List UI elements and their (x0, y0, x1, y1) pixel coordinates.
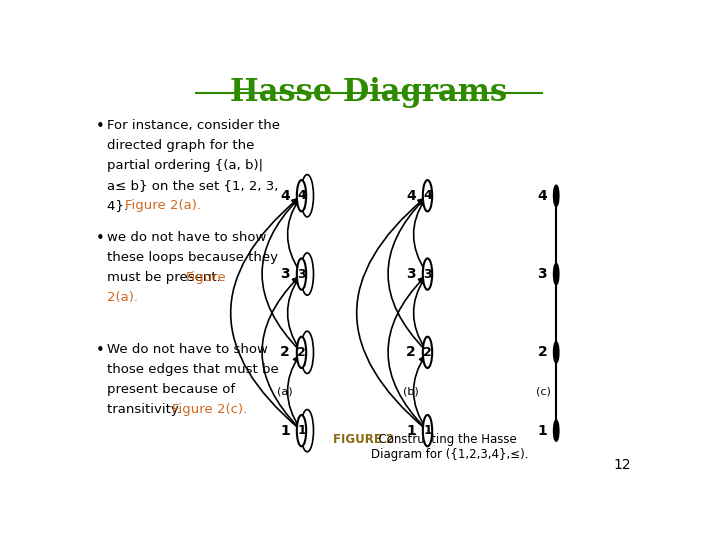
Circle shape (297, 180, 306, 212)
Text: 2(a).: 2(a). (107, 291, 138, 304)
Text: 3: 3 (423, 267, 432, 281)
Text: (b): (b) (403, 387, 419, 396)
Text: •: • (96, 343, 104, 359)
Circle shape (423, 258, 432, 289)
Text: 3: 3 (297, 267, 306, 281)
Text: FIGURE 2: FIGURE 2 (333, 433, 394, 446)
Text: For instance, consider the: For instance, consider the (107, 119, 280, 132)
Text: 4: 4 (423, 189, 432, 202)
Text: these loops because they: these loops because they (107, 251, 278, 264)
Text: 3: 3 (406, 267, 416, 281)
Text: 4}.: 4}. (107, 199, 132, 212)
Text: 4: 4 (280, 189, 289, 202)
Text: Constructing the Hasse
Diagram for ({1,2,3,4},≤).: Constructing the Hasse Diagram for ({1,2… (371, 433, 528, 461)
Text: transitivity.: transitivity. (107, 403, 185, 416)
Text: •: • (96, 119, 104, 134)
Text: 2: 2 (280, 346, 289, 359)
Text: 4: 4 (537, 189, 547, 202)
Text: Hasse Diagrams: Hasse Diagrams (230, 77, 508, 109)
Text: 4: 4 (297, 189, 306, 202)
Text: •: • (96, 231, 104, 246)
Text: 2: 2 (406, 346, 416, 359)
Circle shape (554, 186, 559, 206)
Text: 2: 2 (423, 346, 432, 359)
Text: 3: 3 (538, 267, 547, 281)
Text: 3: 3 (280, 267, 289, 281)
Text: a≤ b} on the set {1, 2, 3,: a≤ b} on the set {1, 2, 3, (107, 179, 278, 192)
Text: 1: 1 (406, 424, 416, 437)
Text: 2: 2 (297, 346, 306, 359)
Text: those edges that must be: those edges that must be (107, 363, 279, 376)
Text: Figure 2(c).: Figure 2(c). (171, 403, 247, 416)
Circle shape (297, 337, 306, 368)
Text: We do not have to show: We do not have to show (107, 343, 268, 356)
Text: 1: 1 (280, 424, 289, 437)
Circle shape (297, 258, 306, 289)
Text: 4: 4 (406, 189, 416, 202)
Text: Figure 2(a).: Figure 2(a). (125, 199, 202, 212)
Text: 1: 1 (297, 424, 306, 437)
Circle shape (297, 415, 306, 446)
Circle shape (554, 421, 559, 441)
Text: Figure: Figure (186, 271, 226, 284)
Circle shape (423, 180, 432, 212)
Text: (c): (c) (536, 387, 551, 396)
Circle shape (423, 337, 432, 368)
Text: 2: 2 (537, 346, 547, 359)
Text: must be present.: must be present. (107, 271, 225, 284)
Circle shape (554, 342, 559, 362)
Text: (a): (a) (277, 387, 293, 396)
Text: 12: 12 (613, 458, 631, 472)
Text: 1: 1 (537, 424, 547, 437)
Circle shape (423, 415, 432, 446)
Text: 1: 1 (423, 424, 432, 437)
Text: partial ordering {(a, b)|: partial ordering {(a, b)| (107, 159, 263, 172)
Text: we do not have to show: we do not have to show (107, 231, 266, 244)
Text: directed graph for the: directed graph for the (107, 139, 254, 152)
Text: present because of: present because of (107, 383, 235, 396)
Circle shape (554, 264, 559, 284)
